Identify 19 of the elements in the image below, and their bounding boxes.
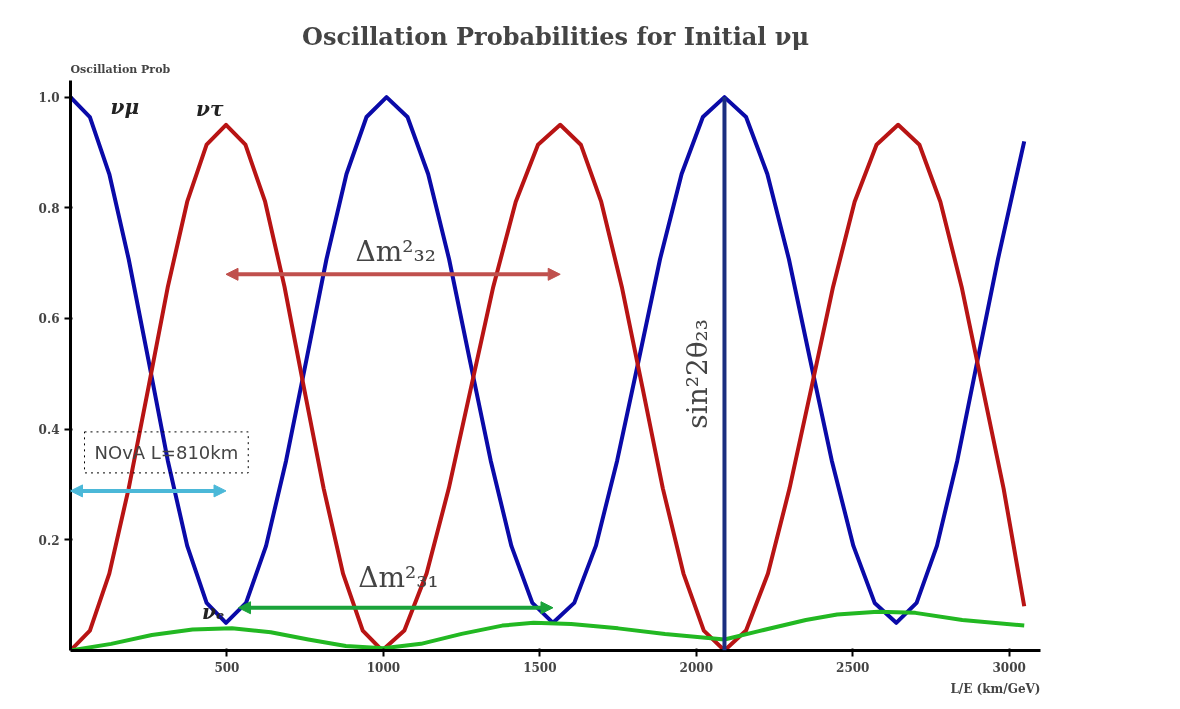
annotation: Δm²₃₂ <box>355 235 437 269</box>
y-tick-label: 0.6 <box>38 312 60 327</box>
line-series <box>70 609 1027 651</box>
series-label: ντ <box>196 96 224 121</box>
series-label: νμ <box>110 95 140 120</box>
chart-title: Oscillation Probabilities for Initial νμ <box>301 21 810 51</box>
x-axis-title: L/E (km/GeV) <box>950 681 1041 696</box>
x-tick-label: 2000 <box>679 660 714 675</box>
ref-line-label: sin²2θ₂₃ <box>681 318 715 429</box>
y-tick-label: 1.0 <box>38 91 60 106</box>
y-tick-label: 0.4 <box>38 423 60 438</box>
x-tick-label: 1000 <box>366 660 401 675</box>
x-tick-label: 1500 <box>523 660 557 675</box>
x-tick-label: 500 <box>214 660 240 675</box>
y-tick-label: 0.8 <box>38 201 60 216</box>
y-axis-title: Oscillation Prob <box>70 62 171 76</box>
x-tick-label: 3000 <box>992 660 1026 675</box>
y-tick-label: 0.2 <box>38 533 60 548</box>
x-tick-label: 2500 <box>836 660 870 675</box>
